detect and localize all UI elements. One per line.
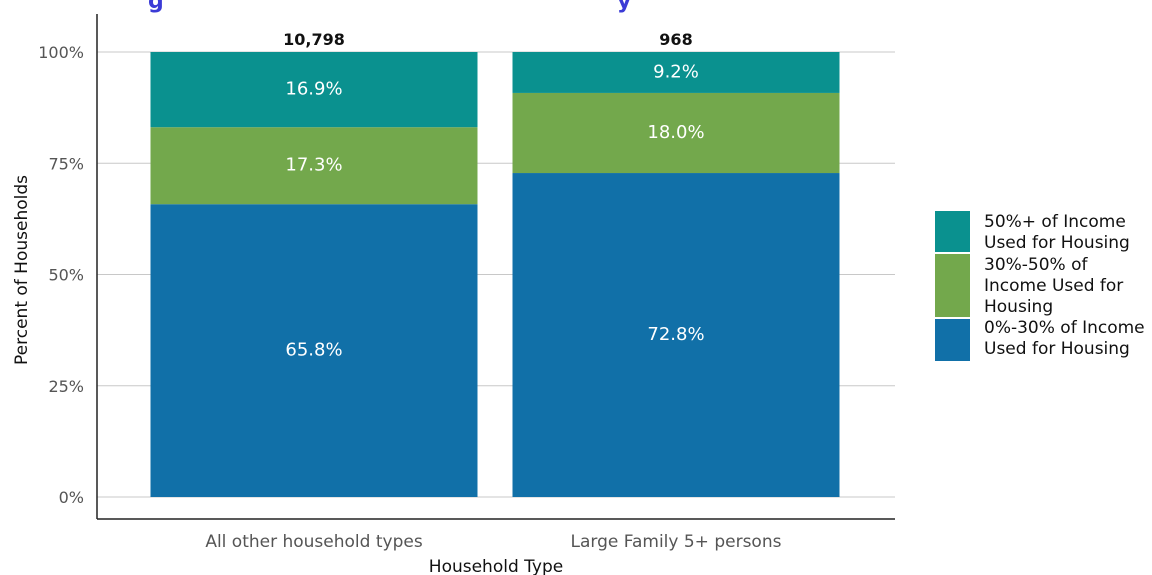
legend-label: Housing	[984, 297, 1053, 317]
bar-segment	[150, 127, 478, 205]
data-label: 18.0%	[647, 122, 704, 143]
data-label: 9.2%	[653, 61, 699, 82]
bar-total-label: 10,798	[283, 30, 345, 49]
data-label: 65.8%	[285, 340, 342, 361]
bar-segment	[512, 173, 840, 498]
legend-swatch	[935, 319, 970, 361]
legend-label: 30%-50% of	[984, 255, 1089, 275]
x-tick-label: Large Family 5+ persons	[571, 532, 782, 552]
data-label: 72.8%	[647, 324, 704, 345]
y-tick-label: 0%	[59, 488, 84, 507]
bar-segment	[512, 52, 840, 93]
y-tick-label: 50%	[48, 266, 84, 285]
legend-swatch	[935, 211, 970, 252]
chart-title-fragment: g	[148, 0, 164, 14]
axes	[96, 14, 895, 520]
x-tick-label: All other household types	[205, 532, 423, 552]
y-tick-label: 100%	[38, 43, 84, 62]
legend-label: Income Used for	[984, 276, 1123, 296]
labels: 0% 25% 50% 75% 100% 65.8% 17.3% 16.9% 10,798 All …	[12, 30, 782, 575]
legend-swatch	[935, 254, 970, 317]
chart-title-fragment: y	[617, 0, 631, 14]
legend-label: Used for Housing	[984, 233, 1130, 253]
bar-segment	[512, 92, 840, 174]
bar-segment	[150, 52, 478, 128]
y-axis-title: Percent of Households	[12, 175, 32, 365]
bars	[150, 52, 840, 498]
x-axis-title: Household Type	[429, 557, 563, 575]
legend-label: 50%+ of Income	[984, 212, 1126, 232]
y-tick-label: 75%	[48, 154, 84, 173]
y-tick-label: 25%	[48, 377, 84, 396]
legend-label: 0%-30% of Income	[984, 318, 1145, 338]
data-label: 16.9%	[285, 79, 342, 100]
data-label: 17.3%	[285, 155, 342, 176]
legend-label: Used for Housing	[984, 339, 1130, 359]
bar-segment	[150, 204, 478, 497]
bar-total-label: 968	[659, 30, 692, 49]
